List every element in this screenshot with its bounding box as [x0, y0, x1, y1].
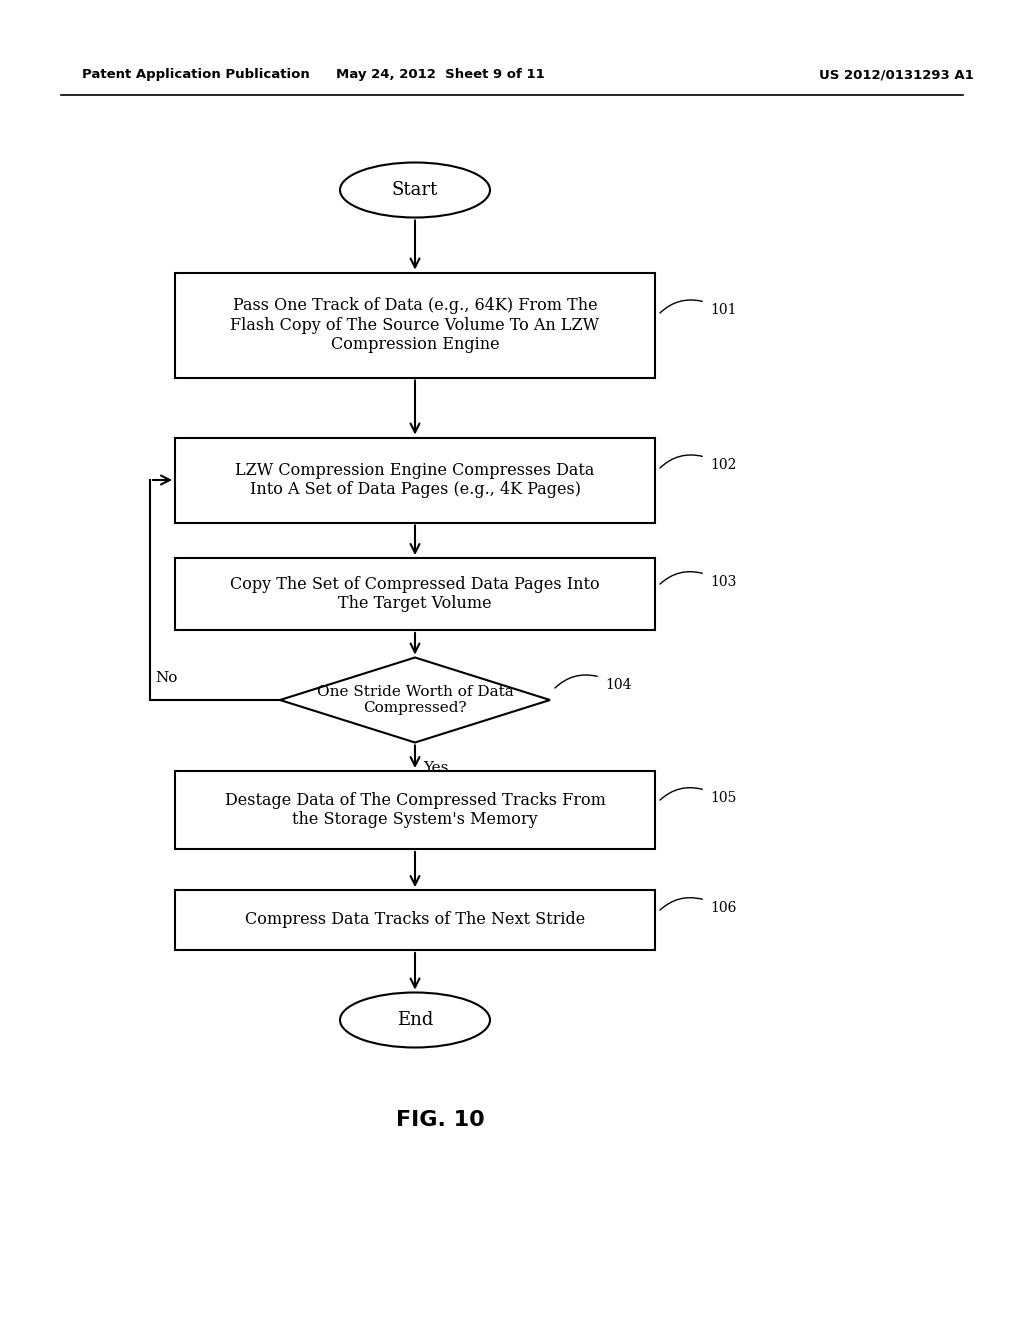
- Text: 106: 106: [710, 902, 736, 915]
- Text: End: End: [397, 1011, 433, 1030]
- Text: Start: Start: [392, 181, 438, 199]
- Text: Yes: Yes: [423, 760, 449, 775]
- Bar: [175, 558, 655, 630]
- Bar: [175, 272, 655, 378]
- Bar: [175, 437, 655, 523]
- Text: 104: 104: [605, 678, 632, 692]
- Text: 103: 103: [710, 576, 736, 589]
- Text: US 2012/0131293 A1: US 2012/0131293 A1: [819, 69, 974, 81]
- Text: Copy The Set of Compressed Data Pages Into
The Target Volume: Copy The Set of Compressed Data Pages In…: [230, 576, 600, 612]
- Text: Patent Application Publication: Patent Application Publication: [82, 69, 309, 81]
- Text: One Stride Worth of Data
Compressed?: One Stride Worth of Data Compressed?: [316, 685, 513, 715]
- Text: 101: 101: [710, 304, 736, 317]
- Text: Destage Data of The Compressed Tracks From
the Storage System's Memory: Destage Data of The Compressed Tracks Fr…: [224, 792, 605, 829]
- Text: No: No: [155, 671, 177, 685]
- Bar: [175, 771, 655, 849]
- Text: 105: 105: [710, 791, 736, 805]
- Bar: [175, 890, 655, 950]
- Text: May 24, 2012  Sheet 9 of 11: May 24, 2012 Sheet 9 of 11: [336, 69, 545, 81]
- Text: 102: 102: [710, 458, 736, 473]
- Text: Pass One Track of Data (e.g., 64K) From The
Flash Copy of The Source Volume To A: Pass One Track of Data (e.g., 64K) From …: [230, 297, 600, 354]
- Text: FIG. 10: FIG. 10: [396, 1110, 484, 1130]
- Text: Compress Data Tracks of The Next Stride: Compress Data Tracks of The Next Stride: [245, 912, 585, 928]
- Text: LZW Compression Engine Compresses Data
Into A Set of Data Pages (e.g., 4K Pages): LZW Compression Engine Compresses Data I…: [236, 462, 595, 498]
